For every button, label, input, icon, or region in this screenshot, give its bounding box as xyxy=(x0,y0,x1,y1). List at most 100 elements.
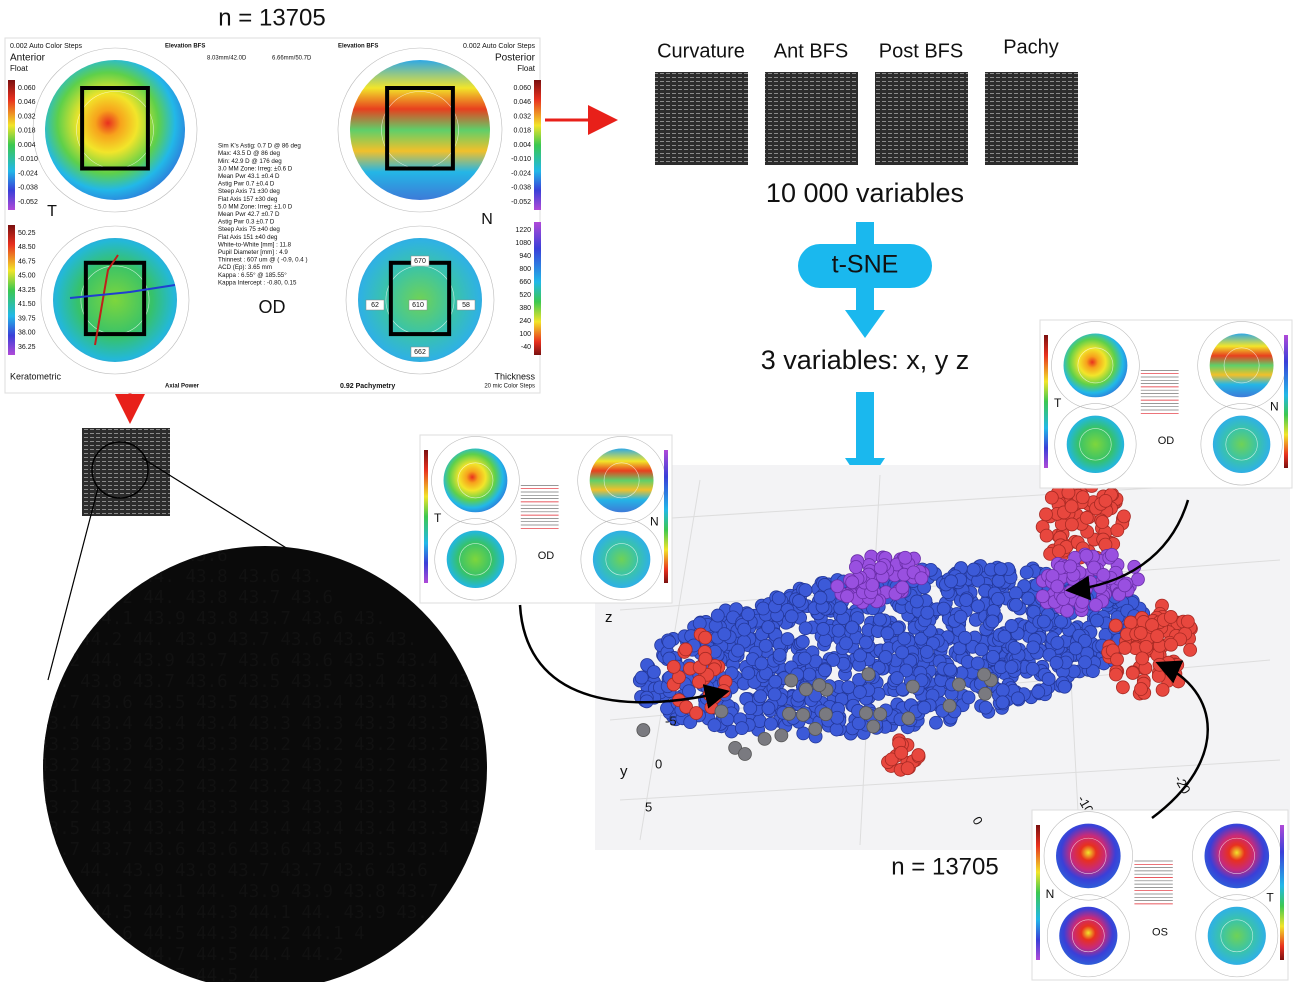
point xyxy=(1135,683,1148,696)
header: Elevation BFS xyxy=(165,44,205,50)
point xyxy=(1050,656,1063,669)
point xyxy=(1164,610,1177,623)
point xyxy=(971,657,984,670)
point xyxy=(1058,680,1071,693)
point xyxy=(1089,598,1102,611)
point xyxy=(647,666,660,679)
point xyxy=(738,623,751,636)
point xyxy=(1096,516,1109,529)
point xyxy=(742,608,755,621)
zoom-row: 43.1 43.2 43.2 43.2 43.2 43.2 43.2 43.2 … xyxy=(38,777,481,797)
scale-label: -0.010 xyxy=(18,156,38,163)
point xyxy=(996,684,1009,697)
point xyxy=(1151,630,1164,643)
point xyxy=(772,592,785,605)
point xyxy=(1037,615,1050,628)
figure: n = 13705 10 000 variables t-SNE 3 varia… xyxy=(0,0,1300,982)
point xyxy=(1008,641,1021,654)
zoom-row: 43.2 43.2 43.2 43.2 43.2 43.2 43.2 43.2 … xyxy=(38,756,481,776)
point xyxy=(744,702,757,715)
point xyxy=(846,576,859,589)
tick-label: 5 xyxy=(645,799,652,814)
point xyxy=(920,645,933,658)
point xyxy=(1032,685,1045,698)
label: Posterior xyxy=(495,53,536,64)
point xyxy=(1184,643,1197,656)
header: 6.66mm/50.7D xyxy=(272,56,312,62)
point xyxy=(759,639,772,652)
point xyxy=(667,660,680,673)
side-label: N xyxy=(650,515,659,529)
point xyxy=(937,602,950,615)
color-scale xyxy=(534,222,541,355)
point xyxy=(663,636,676,649)
point xyxy=(717,684,730,697)
point xyxy=(1045,491,1058,504)
point xyxy=(1097,568,1110,581)
scale-label: 48.50 xyxy=(18,244,36,251)
point xyxy=(783,707,796,720)
point xyxy=(1181,615,1194,628)
color-scale xyxy=(424,450,428,583)
point xyxy=(708,719,721,732)
point xyxy=(699,631,712,644)
point xyxy=(862,668,875,681)
point xyxy=(1036,590,1049,603)
point xyxy=(994,563,1007,576)
zoom-row: 45.1 44.9 44.7 44.5 44.4 44.2 xyxy=(38,945,344,965)
point xyxy=(679,643,692,656)
point xyxy=(1040,529,1053,542)
point xyxy=(819,634,832,647)
point xyxy=(793,594,806,607)
side-label: T xyxy=(1054,396,1062,410)
point xyxy=(915,572,928,585)
point xyxy=(967,563,980,576)
map xyxy=(590,448,654,512)
point xyxy=(797,727,810,740)
color-scale xyxy=(8,80,15,210)
map xyxy=(1210,333,1274,397)
scale-label: 36.25 xyxy=(18,344,36,351)
point xyxy=(975,643,988,656)
point xyxy=(1165,638,1178,651)
point xyxy=(867,720,880,733)
bottom-count: n = 13705 xyxy=(891,853,998,880)
point xyxy=(718,628,731,641)
point xyxy=(979,701,992,714)
point xyxy=(715,705,728,718)
point xyxy=(1020,566,1033,579)
point xyxy=(979,687,992,700)
side-label: T xyxy=(1266,891,1274,905)
feature-grid xyxy=(985,72,1078,165)
point xyxy=(1009,598,1022,611)
point xyxy=(785,674,798,687)
point xyxy=(906,680,919,693)
point xyxy=(1011,692,1024,705)
point xyxy=(635,671,648,684)
point xyxy=(769,675,782,688)
point xyxy=(991,592,1004,605)
map xyxy=(1205,824,1270,889)
variables-high: 10 000 variables xyxy=(766,178,964,208)
point xyxy=(637,724,650,737)
scale-label: 660 xyxy=(519,279,531,286)
point xyxy=(859,636,872,649)
scale-label: 0.032 xyxy=(513,113,531,120)
label: 0.92 Pachymetry xyxy=(340,383,395,390)
point xyxy=(899,551,912,564)
point xyxy=(1099,494,1112,507)
point xyxy=(813,679,826,692)
point xyxy=(859,707,872,720)
pachy-point: 670 xyxy=(414,258,426,265)
variables-low: 3 variables: x, y z xyxy=(761,345,970,375)
point xyxy=(1076,595,1089,608)
point xyxy=(840,637,853,650)
variable-grid xyxy=(82,428,170,516)
point xyxy=(814,591,827,604)
point xyxy=(754,690,767,703)
scale-label: -40 xyxy=(521,344,531,351)
point xyxy=(831,580,844,593)
eye-label: OD xyxy=(259,297,286,317)
point xyxy=(1042,672,1055,685)
map xyxy=(53,238,177,362)
